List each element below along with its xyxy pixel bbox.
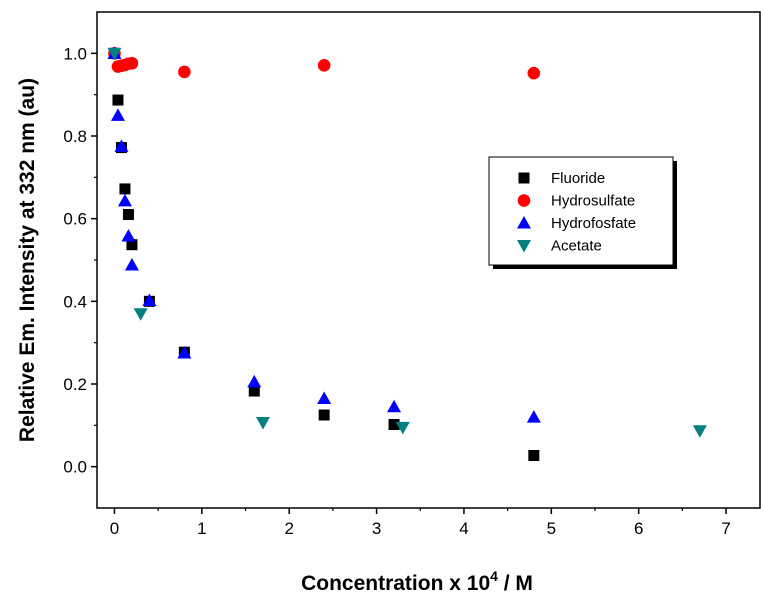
legend-marker-acetate <box>517 240 531 253</box>
legend-marker-hydrosulfate <box>517 194 531 207</box>
data-point-acetate <box>107 47 122 61</box>
data-point-fluoride <box>126 239 138 251</box>
data-point-fluoride <box>528 450 540 462</box>
y-tick-label: 0.0 <box>63 458 87 477</box>
data-point-fluoride <box>248 385 260 397</box>
legend-label-hydrofosfate: Hydrofosfate <box>551 215 636 232</box>
data-point-hydrofosfate <box>110 108 125 121</box>
series-hydrofosfate <box>107 46 541 423</box>
data-point-acetate <box>256 416 270 430</box>
x-axis-title-exponent: 4 <box>490 568 498 584</box>
data-point-fluoride <box>388 419 400 431</box>
y-tick-label: 0.4 <box>63 292 87 311</box>
y-tick-label: 0.2 <box>63 375 87 394</box>
series-hydrosulfate <box>108 47 541 80</box>
data-point-hydrofosfate <box>117 193 132 207</box>
legend-marker-fluoride <box>518 172 530 184</box>
x-axis-title: Concentration x 104 / M <box>301 568 533 595</box>
x-tick-label: 3 <box>372 519 381 538</box>
data-point-fluoride <box>112 94 124 106</box>
data-point-hydrofosfate <box>121 229 136 242</box>
data-point-hydrofosfate <box>387 399 402 413</box>
data-point-hydrosulfate <box>317 59 331 72</box>
series-acetate <box>107 47 707 438</box>
y-axis-title: Relative Em. Intensity at 332 nm (au) <box>16 78 39 442</box>
data-point-hydrofosfate <box>247 374 262 388</box>
data-point-hydrosulfate <box>178 65 191 79</box>
data-point-acetate <box>133 308 148 321</box>
x-tick-label: 0 <box>110 519 119 538</box>
x-tick-label: 7 <box>721 519 730 538</box>
data-point-acetate <box>395 421 410 435</box>
y-tick-label: 0.6 <box>63 210 87 229</box>
data-point-hydrofosfate <box>317 391 332 404</box>
y-tick-label: 1.0 <box>63 44 87 63</box>
data-point-hydrofosfate <box>142 293 157 307</box>
data-point-hydrofosfate <box>526 410 541 423</box>
x-tick-label: 1 <box>197 519 206 538</box>
data-point-hydrosulfate <box>125 56 139 70</box>
data-point-fluoride <box>122 209 134 221</box>
x-axis-title-main: Concentration x 10 <box>301 572 490 595</box>
legend-marker-hydrofosfate <box>517 216 531 229</box>
data-point-hydrofosfate <box>114 139 129 152</box>
x-tick-label: 2 <box>284 519 293 538</box>
data-point-fluoride <box>318 409 330 421</box>
data-point-fluoride <box>119 183 131 195</box>
data-point-acetate <box>692 425 707 438</box>
legend-label-hydrosulfate: Hydrosulfate <box>551 193 635 210</box>
x-tick-label: 6 <box>634 519 643 538</box>
legend-label-fluoride: Fluoride <box>551 170 605 187</box>
x-tick-label: 5 <box>547 519 556 538</box>
x-axis-title-suffix: / M <box>498 572 533 595</box>
data-point-hydrofosfate <box>177 346 192 359</box>
legend-label-acetate: Acetate <box>551 238 602 255</box>
data-point-hydrofosfate <box>124 257 139 271</box>
x-tick-label: 4 <box>459 519 468 538</box>
y-tick-label: 0.8 <box>63 127 87 146</box>
data-point-hydrosulfate <box>527 66 541 80</box>
